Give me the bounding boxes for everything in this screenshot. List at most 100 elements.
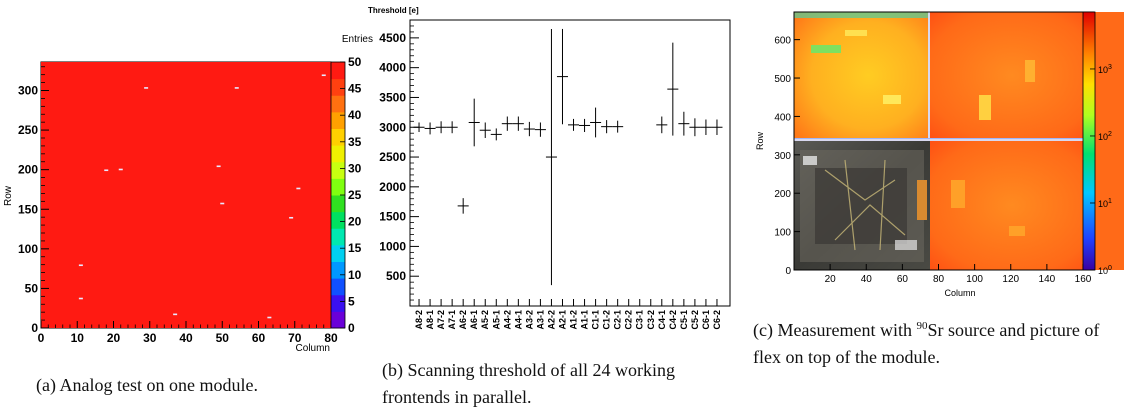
- x-axis: 0 10 20 30 40 50 60 70 80: [38, 321, 338, 345]
- colorbar-tick-label: 35: [348, 135, 362, 149]
- y-tick-label: 150: [18, 202, 38, 216]
- y-tick-label: 2500: [379, 150, 406, 164]
- x-tick-label: 60: [897, 274, 909, 285]
- x-tick-label: A8-1: [425, 310, 435, 330]
- colorbar-tick-label: 0: [348, 321, 355, 335]
- colorbar-tick-label: 101: [1098, 198, 1112, 209]
- outlier-pixel: [289, 216, 294, 219]
- colorbar-swatch: [331, 95, 345, 113]
- colorbar-swatch: [331, 178, 345, 196]
- x-tick-label: 70: [288, 331, 302, 345]
- x-tick-label: 0: [38, 331, 45, 345]
- x-tick-label: 120: [1002, 274, 1019, 285]
- x-tick-label: A8-2: [414, 310, 424, 330]
- colorbar: [1082, 11, 1096, 271]
- y-axis: 500 1000 1500 2000 2500 3000 3500 4000 4500: [379, 25, 419, 301]
- y-axis: 0 100 200 300 400 500 600: [774, 36, 800, 277]
- x-tick-label: A2-1: [557, 310, 567, 330]
- x-tick-label: A1-1: [580, 310, 590, 330]
- x-tick-label: C2-2: [624, 310, 634, 330]
- outlier-pixel: [267, 316, 272, 319]
- y-tick-label: 4500: [379, 31, 406, 45]
- x-axis: A8-2 A8-1 A7-2 A7-1 A6-2 A6-1 A5-2 A5-1 A4-2 A4-1…: [414, 299, 722, 330]
- x-tick-label: 10: [71, 331, 85, 345]
- colorbar-swatch: [331, 62, 345, 80]
- x-tick-label: A6-1: [469, 310, 479, 330]
- colorbar-tick-label: 10: [348, 268, 362, 282]
- y-tick-label: 300: [774, 151, 791, 162]
- colorbar-swatch: [331, 211, 345, 229]
- x-tick-label: 80: [933, 274, 945, 285]
- y-tick-label: 0: [785, 266, 791, 277]
- x-axis: 20 40 60 80 100 120 140 160: [825, 264, 1092, 285]
- y-tick-label: 4000: [379, 61, 406, 75]
- outlier-pixel: [321, 74, 326, 77]
- y-tick-label: 3000: [379, 120, 406, 134]
- colorbar-swatch: [331, 228, 345, 246]
- x-tick-label: A3-2: [524, 310, 534, 330]
- colorbar-swatch: [331, 294, 345, 312]
- caption-a: (a) Analog test on one module.: [36, 375, 258, 395]
- x-tick-label: C6-1: [701, 310, 711, 330]
- threshold-chart: Threshold [e] 500 1000 1500 2000 2500 3000 350…: [368, 6, 731, 330]
- colorbar-tick-label: 40: [348, 108, 362, 122]
- outlier-pixel: [118, 168, 123, 171]
- chart-title: Threshold [e]: [368, 6, 419, 15]
- y-tick-label: 3500: [379, 90, 406, 104]
- outlier-pixel: [78, 297, 83, 300]
- y-tick-label: 300: [18, 84, 38, 98]
- colorbar-tick-label: 100: [1098, 265, 1112, 276]
- x-tick-label: 20: [825, 274, 837, 285]
- x-tick-label: 40: [179, 331, 193, 345]
- heatmap-fill: [41, 62, 331, 328]
- x-tick-label: A5-1: [491, 310, 501, 330]
- colorbar-swatch: [331, 128, 345, 146]
- x-axis-label: Column: [296, 343, 330, 352]
- outlier-pixel: [78, 264, 83, 267]
- outlier-pixel: [144, 87, 149, 89]
- x-tick-label: C5-1: [679, 310, 689, 330]
- y-tick-label: 50: [25, 281, 39, 295]
- colorbar-swatch: [331, 261, 345, 279]
- y-tick-label: 400: [774, 112, 791, 123]
- y-tick-label: 500: [386, 269, 406, 283]
- outlier-pixel: [216, 165, 221, 168]
- outlier-pixel: [220, 202, 225, 205]
- colorbar-axis: 100 101 102 103: [1090, 64, 1112, 276]
- colorbar-tick-label: 45: [348, 82, 362, 96]
- heatmap-body: [793, 11, 1124, 271]
- y-tick-label: 200: [18, 163, 38, 177]
- x-tick-label: 160: [1075, 274, 1092, 285]
- x-tick-label: 20: [107, 331, 121, 345]
- y-tick-label: 100: [774, 228, 791, 239]
- colorbar-swatch: [331, 278, 345, 296]
- x-tick-label: A3-1: [535, 310, 545, 330]
- colorbar-tick-label: 5: [348, 294, 355, 308]
- x-tick-label: C4-1: [657, 310, 667, 330]
- x-tick-label: A4-1: [513, 310, 523, 330]
- x-tick-label: A2-2: [546, 310, 556, 330]
- x-axis-label: Column: [944, 288, 975, 298]
- y-tick-label: 600: [774, 36, 791, 47]
- plot-frame: [409, 19, 731, 307]
- x-tick-label: C6-2: [712, 310, 722, 330]
- source-measurement-heatmap: 20 40 60 80 100 120 140 160 0 100 200 300 400 500 600…: [755, 11, 1124, 298]
- colorbar-swatch: [331, 145, 345, 163]
- y-tick-label: 2000: [379, 180, 406, 194]
- y-tick-label: 100: [18, 242, 38, 256]
- colorbar-tick-label: 102: [1098, 131, 1112, 142]
- colorbar-swatch: [331, 78, 345, 96]
- x-tick-label: C3-2: [646, 310, 656, 330]
- x-tick-label: A7-1: [447, 310, 457, 330]
- x-tick-label: 140: [1039, 274, 1056, 285]
- colorbar-swatch: [331, 111, 345, 129]
- caption-b: (b) Scanning threshold of all 24 working…: [382, 360, 675, 407]
- colorbar-tick-label: 15: [348, 241, 362, 255]
- panel-b: Threshold [e] 500 1000 1500 2000 2500 3000 350…: [360, 0, 740, 407]
- y-tick-label: 200: [774, 189, 791, 200]
- y-axis-label: Row: [755, 132, 765, 151]
- colorbar-label: Entries: [342, 34, 373, 45]
- outlier-pixel: [296, 187, 301, 190]
- colorbar-tick-label: 103: [1098, 64, 1112, 75]
